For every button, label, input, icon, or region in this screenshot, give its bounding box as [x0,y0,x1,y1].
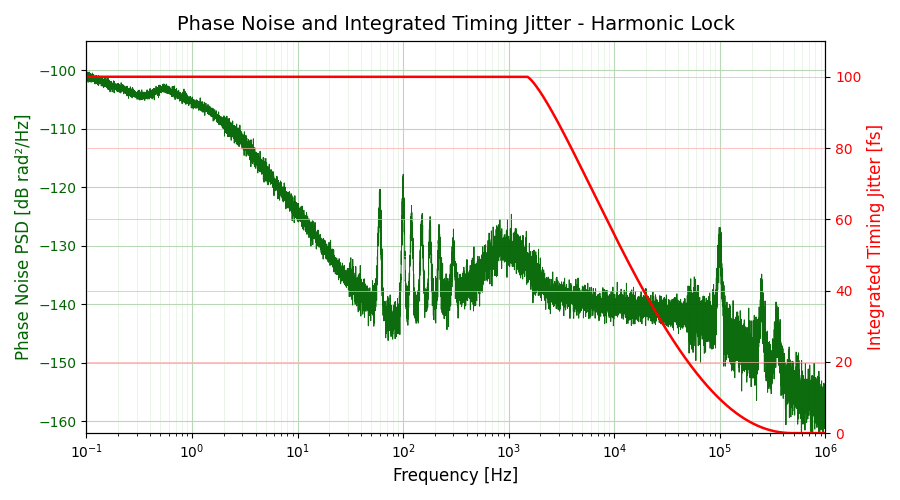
Y-axis label: Integrated Timing Jitter [fs]: Integrated Timing Jitter [fs] [867,124,885,350]
Y-axis label: Phase Noise PSD [dB rad²/Hz]: Phase Noise PSD [dB rad²/Hz] [15,114,33,360]
X-axis label: Frequency [Hz]: Frequency [Hz] [393,467,518,485]
Title: Phase Noise and Integrated Timing Jitter - Harmonic Lock: Phase Noise and Integrated Timing Jitter… [177,15,735,34]
